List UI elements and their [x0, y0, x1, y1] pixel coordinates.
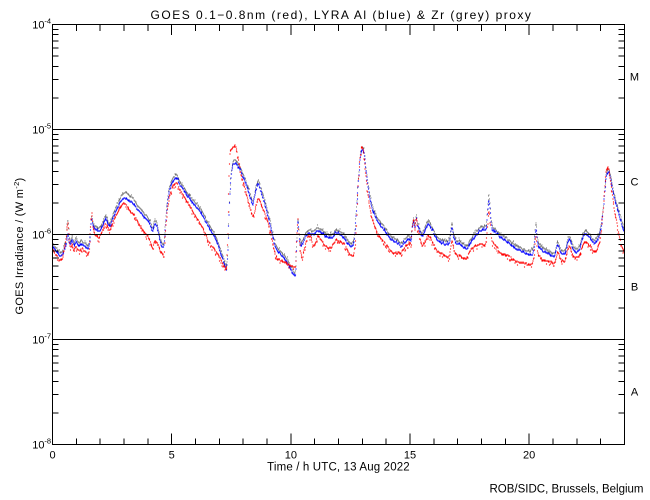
svg-text:-5: -5	[44, 122, 51, 131]
svg-text:B: B	[631, 282, 638, 294]
svg-text:-8: -8	[44, 437, 51, 446]
svg-text:ROB/SIDC, Brussels, Belgium: ROB/SIDC, Brussels, Belgium	[489, 484, 643, 496]
svg-text:-7: -7	[44, 332, 51, 341]
svg-text:M: M	[630, 72, 639, 84]
svg-text:10: 10	[32, 125, 44, 137]
svg-text:A: A	[631, 387, 639, 399]
svg-text:10: 10	[285, 450, 297, 462]
svg-text:-4: -4	[44, 17, 51, 26]
svg-text:10: 10	[32, 440, 44, 452]
svg-text:0: 0	[49, 450, 55, 462]
svg-text:GOES Irradiance / (W m-2): GOES Irradiance / (W m-2)	[12, 177, 26, 314]
svg-text:10: 10	[32, 230, 44, 242]
svg-text:GOES 0.1−0.8nm (red), LYRA Al: GOES 0.1−0.8nm (red), LYRA Al (blue) & Z…	[151, 8, 533, 22]
svg-text:C: C	[631, 177, 639, 189]
svg-text:20: 20	[523, 450, 535, 462]
svg-text:5: 5	[169, 450, 175, 462]
svg-text:10: 10	[32, 335, 44, 347]
svg-text:10: 10	[32, 20, 44, 32]
svg-text:-6: -6	[44, 227, 51, 236]
svg-text:15: 15	[404, 450, 416, 462]
svg-text:Time / h UTC, 13 Aug 2022: Time / h UTC, 13 Aug 2022	[267, 462, 410, 474]
